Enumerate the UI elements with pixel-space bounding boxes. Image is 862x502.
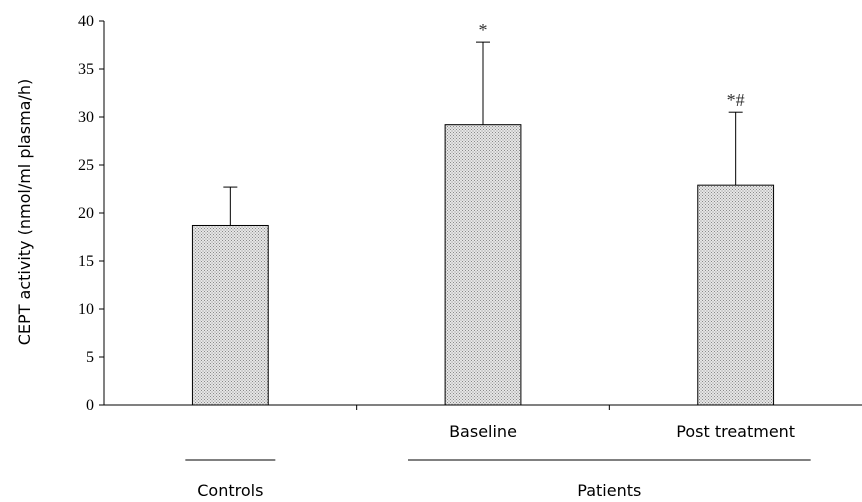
bar	[444, 124, 522, 406]
x-axis	[104, 404, 862, 410]
y-tick-label: 0	[86, 397, 94, 414]
y-axis-label: CEPT activity (nmol/ml plasma/h)	[15, 79, 34, 345]
y-tick-label: 15	[78, 253, 94, 270]
category-label: Baseline	[449, 422, 517, 441]
significance-annotations: * *#	[479, 20, 745, 110]
y-tick-label: 20	[78, 205, 94, 222]
bar	[697, 184, 775, 406]
group-label: Patients	[577, 481, 641, 500]
category-label: Post treatment	[676, 422, 795, 441]
y-tick-label: 5	[86, 349, 94, 366]
y-tick-label: 30	[78, 109, 94, 126]
y-axis: 0 5 10 15 20 25 30 35 40	[78, 13, 105, 414]
category-labels: Baseline Post treatment	[449, 422, 795, 441]
group-labels: Controls Patients	[185, 459, 811, 500]
bars	[191, 124, 775, 406]
y-tick-label: 25	[78, 157, 94, 174]
y-tick-label: 35	[78, 61, 94, 78]
significance-mark: *#	[727, 90, 745, 110]
significance-mark: *	[479, 20, 488, 40]
bar	[191, 224, 269, 406]
y-tick-label: 40	[78, 13, 94, 30]
error-bars	[223, 41, 743, 226]
group-label: Controls	[197, 481, 263, 500]
y-tick-label: 10	[78, 301, 94, 318]
